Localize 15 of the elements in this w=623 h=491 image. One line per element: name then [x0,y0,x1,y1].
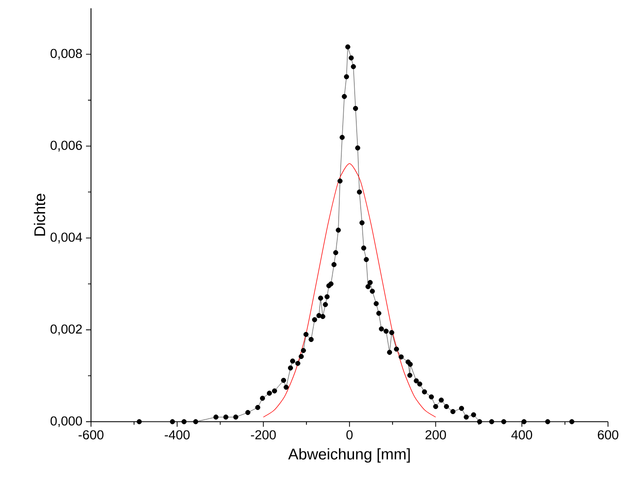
y-tick-label: 0,002 [50,324,82,336]
y-tick-label: 0,000 [50,416,82,428]
x-tick-label: 400 [511,430,532,440]
y-axis-title: Dichte [34,194,46,236]
x-tick-label: -600 [78,430,104,440]
x-tick-label: -400 [164,430,190,440]
x-tick-label: 200 [426,430,446,440]
y-tick-label: 0,008 [50,48,82,60]
x-tick-label: -200 [250,430,276,440]
y-tick-label: 0,004 [50,232,82,244]
line-series [263,163,436,418]
x-tick-label: 600 [598,430,618,440]
y-tick-label: 0,006 [50,140,82,152]
x-axis-title: Abweichung [mm] [288,448,410,463]
x-tick-label: 0 [346,430,353,440]
